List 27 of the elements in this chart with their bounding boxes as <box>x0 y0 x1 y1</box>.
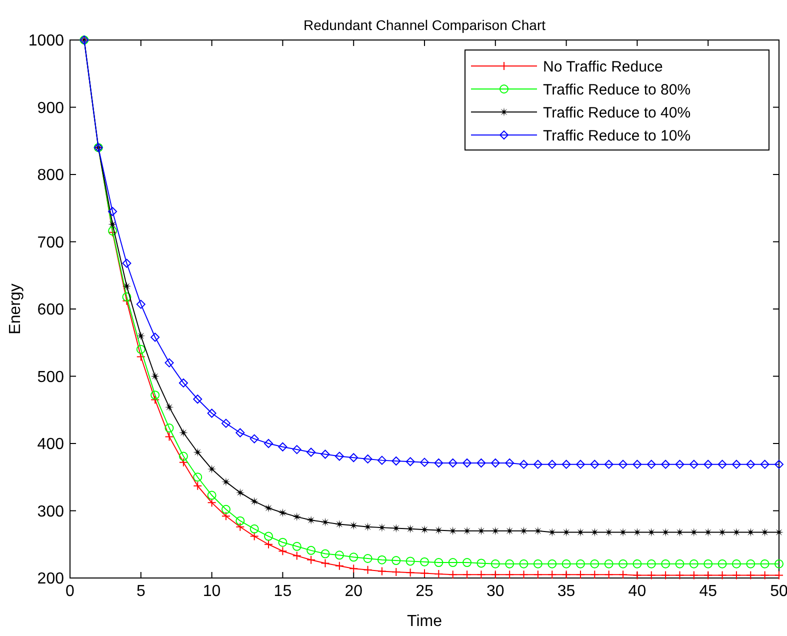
x-tick-label: 50 <box>770 583 787 600</box>
x-tick-label: 20 <box>344 583 363 600</box>
y-tick-label: 600 <box>37 302 64 319</box>
y-tick-label: 500 <box>37 368 64 386</box>
y-tick-label: 1000 <box>28 32 64 50</box>
y-tick-label: 400 <box>37 436 64 454</box>
x-tick-label: 45 <box>699 583 718 600</box>
x-tick-label: 30 <box>486 583 504 600</box>
y-tick-label: 300 <box>37 503 64 520</box>
x-tick-label: 15 <box>274 583 292 600</box>
legend-label: No Traffic Reduce <box>543 58 663 76</box>
x-tick-label: 25 <box>416 583 434 600</box>
x-tick-label: 10 <box>202 583 221 600</box>
x-tick-label: 40 <box>628 583 646 600</box>
x-tick-label: 35 <box>557 583 576 600</box>
chart-title: Redundant Channel Comparison Chart <box>303 17 546 33</box>
y-axis-title: Energy <box>7 284 24 334</box>
legend-label: Traffic Reduce to 10% <box>543 127 691 144</box>
x-tick-label: 5 <box>136 583 146 600</box>
x-tick-label: 0 <box>66 583 75 600</box>
y-tick-label: 200 <box>37 570 64 588</box>
y-tick-label: 900 <box>37 100 64 117</box>
x-axis-title: Time <box>407 613 442 630</box>
y-tick-label: 800 <box>37 167 64 184</box>
legend-label: Traffic Reduce to 40% <box>543 104 691 122</box>
legend-label: Traffic Reduce to 80% <box>543 81 691 98</box>
y-tick-label: 700 <box>37 234 64 252</box>
